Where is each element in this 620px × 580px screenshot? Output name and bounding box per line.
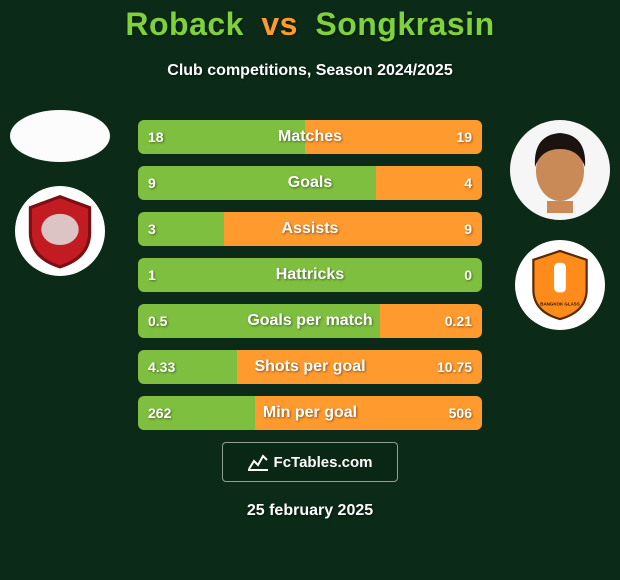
- brand-box[interactable]: FcTables.com: [222, 442, 398, 482]
- club-left-badge: [15, 186, 105, 276]
- stat-label: Matches: [138, 120, 482, 154]
- stat-row: Shots per goal4.33 10.75: [138, 350, 482, 384]
- stat-value-right: 4: [464, 166, 472, 200]
- stat-row: Assists3 9: [138, 212, 482, 246]
- comparison-card: Roback vs Songkrasin Club competitions, …: [0, 0, 620, 580]
- stat-value-left: 1: [148, 258, 156, 292]
- chart-icon: [248, 453, 268, 471]
- club-left-shield-icon: [21, 192, 99, 270]
- stat-value-right: 9: [464, 212, 472, 246]
- stat-value-right: 0: [464, 258, 472, 292]
- stat-value-left: 9: [148, 166, 156, 200]
- stat-value-left: 4.33: [148, 350, 175, 384]
- stat-value-right: 0.21: [445, 304, 472, 338]
- club-right-badge: BANGKOK GLASS: [515, 240, 605, 330]
- stat-label: Hattricks: [138, 258, 482, 292]
- comparison-date: 25 february 2025: [0, 502, 620, 520]
- left-avatar-column: [10, 110, 110, 276]
- stat-row: Goals per match0.5 0.21: [138, 304, 482, 338]
- title-player-left: Roback: [125, 6, 244, 42]
- stats-area: Matches1819Goals94Assists39Hattricks10Go…: [138, 120, 482, 442]
- stat-value-right: 506: [449, 396, 472, 430]
- player-right-avatar: [510, 120, 610, 220]
- player-right-face-icon: [525, 127, 595, 213]
- player-left-avatar: [10, 110, 110, 162]
- right-avatar-column: BANGKOK GLASS: [510, 120, 610, 330]
- subtitle: Club competitions, Season 2024/2025: [0, 62, 620, 80]
- stat-value-left: 18: [148, 120, 164, 154]
- stat-label: Shots per goal: [138, 350, 482, 384]
- club-right-label: BANGKOK GLASS: [540, 302, 579, 307]
- stat-value-left: 3: [148, 212, 156, 246]
- stat-value-right: 19: [456, 120, 472, 154]
- page-title: Roback vs Songkrasin: [0, 6, 620, 43]
- title-vs: vs: [261, 6, 298, 42]
- brand-text: FcTables.com: [274, 454, 373, 471]
- stat-value-left: 0.5: [148, 304, 167, 338]
- stat-label: Goals: [138, 166, 482, 200]
- stat-label: Goals per match: [138, 304, 482, 338]
- stat-row: Hattricks1 0: [138, 258, 482, 292]
- stat-value-right: 10.75: [437, 350, 472, 384]
- stat-row: Goals9 4: [138, 166, 482, 200]
- title-player-right: Songkrasin: [315, 6, 494, 42]
- stat-value-left: 262: [148, 396, 171, 430]
- club-right-shield-icon: BANGKOK GLASS: [523, 248, 597, 322]
- stat-row: Min per goal262 506: [138, 396, 482, 430]
- stat-label: Min per goal: [138, 396, 482, 430]
- stat-row: Matches18 19: [138, 120, 482, 154]
- stat-label: Assists: [138, 212, 482, 246]
